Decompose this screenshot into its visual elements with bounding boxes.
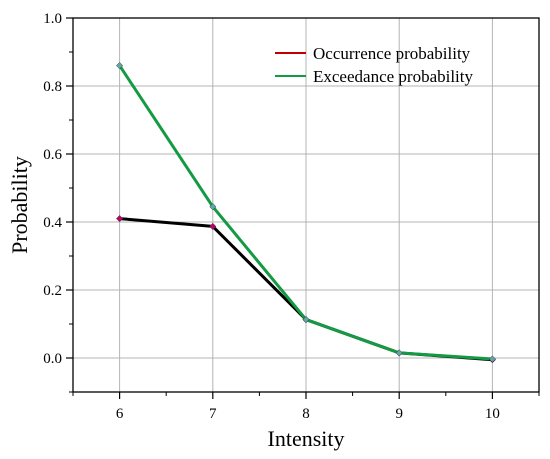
series-point-1 xyxy=(302,316,310,324)
x-tick-label: 8 xyxy=(302,406,310,422)
series-point-1 xyxy=(209,203,217,211)
y-tick-label: 0.0 xyxy=(43,351,62,367)
x-axis-title: Intensity xyxy=(268,426,345,451)
x-tick-label: 7 xyxy=(209,406,217,422)
series-point-1 xyxy=(116,62,124,70)
legend-label-exceedance: Exceedance probability xyxy=(313,67,474,86)
y-tick-label: 0.2 xyxy=(43,283,62,299)
series-point-0 xyxy=(116,215,124,223)
y-tick-label: 0.8 xyxy=(43,79,62,95)
legend: Occurrence probability Exceedance probab… xyxy=(275,44,474,86)
y-tick-label: 0.6 xyxy=(43,147,62,163)
series-point-1 xyxy=(395,349,403,357)
y-tick-label: 0.4 xyxy=(43,215,62,231)
x-tick-label: 6 xyxy=(116,406,124,422)
series-point-0 xyxy=(209,222,217,230)
tick-labels: 6 7 8 9 10 0.0 0.2 0.4 0.6 0.8 1.0 xyxy=(43,11,500,422)
legend-label-occurrence: Occurrence probability xyxy=(313,44,471,63)
y-tick-label: 1.0 xyxy=(43,11,62,27)
ticks xyxy=(66,17,540,399)
series-layer xyxy=(116,62,496,364)
series-point-1 xyxy=(488,355,496,363)
grid xyxy=(73,18,539,392)
x-tick-label: 10 xyxy=(485,406,500,422)
x-tick-label: 9 xyxy=(395,406,403,422)
y-axis-title: Probability xyxy=(7,156,32,254)
